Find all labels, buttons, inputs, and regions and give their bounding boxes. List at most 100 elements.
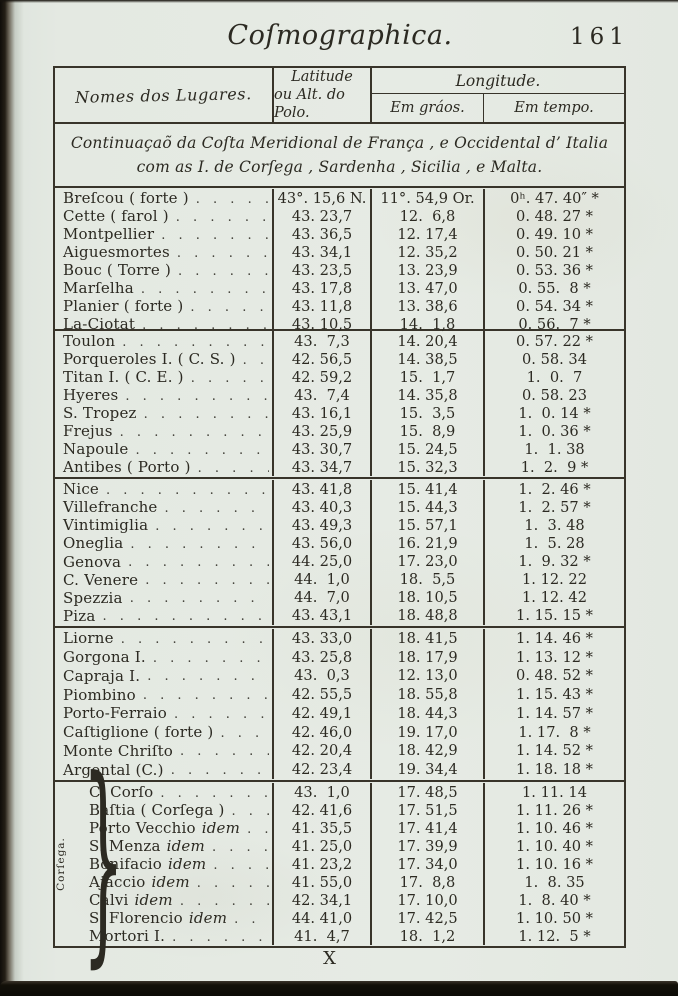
latitude-value: 44. 25,0 xyxy=(272,552,370,571)
place-name: Titan I. ( C. E. ) xyxy=(63,368,184,386)
place-name-cell: Frejus . . . . . . . . . . . . . . . . . … xyxy=(55,422,272,440)
table-row: Spezzia . . . . . . . . . . . . . . . . .… xyxy=(55,588,624,607)
longitude-time-value: 1. 13. 12 * xyxy=(483,647,624,667)
longitude-degrees-value: 18. 17,9 xyxy=(370,647,483,667)
dot-leader: . . . . . . . . . . . . . . . . . . . . … xyxy=(190,299,269,315)
table-row: Hyeres . . . . . . . . . . . . . . . . . … xyxy=(55,386,624,404)
latitude-value: 43. 25,9 xyxy=(272,422,370,440)
longitude-degrees-value: 12. 17,4 xyxy=(370,225,483,243)
longitude-time-value: 0. 50. 21 * xyxy=(483,243,624,261)
longitude-time-value: 0. 58. 34 xyxy=(483,350,624,368)
col-header-longitude: Longitude. Em gráos. Em tempo. xyxy=(370,68,624,122)
place-name-cell: Liorne . . . . . . . . . . . . . . . . . … xyxy=(55,629,272,648)
latitude-value: 44. 41,0 xyxy=(272,909,370,927)
place-name: Piza xyxy=(63,606,96,625)
dot-leader: . . . . . . . . . . . . . . . . . . . . … xyxy=(213,857,269,873)
latitude-value: 42. 55,5 xyxy=(272,685,370,704)
latitude-value: 43. 41,8 xyxy=(272,480,370,499)
place-name: S. Tropez xyxy=(63,404,137,422)
row-group-5: C. Corſo . . . . . . . . . . . . . . . . … xyxy=(55,751,624,969)
place-name: Bonifacio xyxy=(89,855,163,873)
table-row: Argental (C.) . . . . . . . . . . . . . .… xyxy=(55,760,624,779)
longitude-time-value: 0. 48. 52 * xyxy=(483,666,624,686)
longitude-time-value: 1. 11. 14 xyxy=(483,783,624,801)
table-row: Oneglia . . . . . . . . . . . . . . . . .… xyxy=(55,534,624,553)
dot-leader: . . . . . . . . . . . . . . . . . . . . … xyxy=(140,281,269,297)
place-name: Porto Vecchio xyxy=(89,819,196,837)
place-name-cell: Nice . . . . . . . . . . . . . . . . . . … xyxy=(55,480,272,498)
table-row: Piza . . . . . . . . . . . . . . . . . . … xyxy=(55,606,624,625)
dot-leader: . . . . . . . . . . . . . . . . . . . . … xyxy=(129,591,269,607)
table-row: Liorne . . . . . . . . . . . . . . . . . … xyxy=(55,629,624,648)
longitude-time-value: 0ʰ. 47. 40″ * xyxy=(483,189,624,207)
table-row: Bonifacio idem . . . . . . . . . . . . . .… xyxy=(55,855,624,873)
table-row: Gorgona I. . . . . . . . . . . . . . . . … xyxy=(55,647,624,667)
longitude-degrees-value: 14. 20,4 xyxy=(370,332,483,350)
longitude-time-value: 1. 1. 38 xyxy=(483,440,624,458)
table-row: Breſcou ( forte ) . . . . . . . . . . . .… xyxy=(55,189,624,207)
longitude-degrees-value: 17. 41,4 xyxy=(370,819,483,837)
longitude-time-value: 1. 14. 57 * xyxy=(483,704,624,723)
table-row: Mortori I. . . . . . . . . . . . . . . . … xyxy=(55,927,624,945)
place-name-cell: Toulon . . . . . . . . . . . . . . . . . … xyxy=(55,332,272,350)
place-name-idem: idem xyxy=(201,819,241,837)
latitude-value: 43. 34,7 xyxy=(272,458,370,476)
table-row: Antibes ( Porto ) . . . . . . . . . . . .… xyxy=(55,458,624,476)
place-name-idem: idem xyxy=(188,909,228,927)
table-row: S. Tropez . . . . . . . . . . . . . . . .… xyxy=(55,404,624,422)
latitude-header-line2: ou Alt. do Polo. xyxy=(274,87,345,121)
section-subtitle: Continuaçaõ da Coſta Meridional de Franç… xyxy=(55,124,624,188)
row-group-3: Nice . . . . . . . . . . . . . . . . . . … xyxy=(55,479,624,628)
longitude-time-value: 0. 56. 7 * xyxy=(483,315,624,333)
longitude-time-value: 1. 2. 9 * xyxy=(483,458,624,476)
place-name: S. Florencio xyxy=(89,909,183,927)
place-name: Calvi xyxy=(89,891,129,909)
dot-leader: . . . . . . . . . . . . . . . . . . . . … xyxy=(174,706,269,722)
table-row: Nice . . . . . . . . . . . . . . . . . . … xyxy=(55,480,624,499)
dot-leader: . . . . . . . . . . . . . . . . . . . . … xyxy=(196,875,269,891)
place-name-cell: Porqueroles I. ( C. S. ) . . . . . . . . … xyxy=(55,350,272,368)
place-name: S. Menza xyxy=(89,837,161,855)
latitude-value: 43. 25,8 xyxy=(272,647,370,667)
place-name-idem: idem xyxy=(134,891,173,909)
longitude-time-value: 1. 2. 46 * xyxy=(483,480,624,499)
latitude-value: 43. 0,3 xyxy=(272,666,370,686)
place-name: C. Venere xyxy=(63,570,139,589)
place-name: Porqueroles I. ( C. S. ) xyxy=(63,350,236,368)
longitude-degrees-value: 19. 34,4 xyxy=(370,760,483,779)
place-name-cell: S. Tropez . . . . . . . . . . . . . . . .… xyxy=(55,404,272,422)
table-row: S. Florencio idem . . . . . . . . . . . . … xyxy=(55,909,624,927)
table-row: Titan I. ( C. E. ) . . . . . . . . . . . … xyxy=(55,368,624,386)
place-name: Hyeres xyxy=(63,386,119,404)
place-name-cell: C. Venere . . . . . . . . . . . . . . . .… xyxy=(55,571,272,589)
longitude-degrees-value: 15. 8,9 xyxy=(370,422,483,440)
latitude-value: 43. 17,8 xyxy=(272,279,370,297)
longitude-degrees-value: 17. 8,8 xyxy=(370,873,483,891)
longitude-degrees-value: 18. 41,5 xyxy=(370,629,483,648)
dot-leader: . . . . . . . . . . . . . . . . . . . . … xyxy=(247,821,269,837)
place-name: Villefranche xyxy=(63,498,158,517)
latitude-value: 42. 23,4 xyxy=(272,760,370,779)
place-name: Oneglia xyxy=(63,534,124,553)
dot-leader: . . . . . . . . . . . . . . . . . . . . … xyxy=(122,334,269,350)
place-name-cell: Antibes ( Porto ) . . . . . . . . . . . .… xyxy=(55,458,272,476)
table-row: Ajaccio idem . . . . . . . . . . . . . . .… xyxy=(55,873,624,891)
place-name: Marſelha xyxy=(63,279,134,297)
page-title: Coſmographica. xyxy=(227,20,453,51)
table-row: Villefranche . . . . . . . . . . . . . . … xyxy=(55,498,624,517)
longitude-time-value: 1. 8. 40 * xyxy=(483,891,624,909)
latitude-value: 43. 23,7 xyxy=(272,207,370,225)
place-name: La-Ciotat xyxy=(63,315,136,333)
col-header-latitude: Latitude ou Alt. do Polo. xyxy=(272,68,370,122)
dot-leader: . . . . . . . . . . . . . . . . . . . . … xyxy=(106,482,269,498)
latitude-value: 42. 46,0 xyxy=(272,722,370,742)
place-name: Frejus xyxy=(63,422,113,440)
dot-leader: . . . . . . . . . . . . . . . . . . . . … xyxy=(178,263,269,279)
table-row: C. Venere . . . . . . . . . . . . . . . .… xyxy=(55,570,624,589)
table-row: Toulon . . . . . . . . . . . . . . . . . … xyxy=(55,332,624,350)
page-bottom-edge xyxy=(0,981,678,996)
col-header-em-tempo: Em tempo. xyxy=(483,94,624,122)
longitude-time-value: 1. 5. 28 xyxy=(483,534,624,553)
place-name-cell: Bonifacio idem . . . . . . . . . . . . . .… xyxy=(55,855,272,873)
table-row: Planier ( forte ) . . . . . . . . . . . .… xyxy=(55,297,624,315)
